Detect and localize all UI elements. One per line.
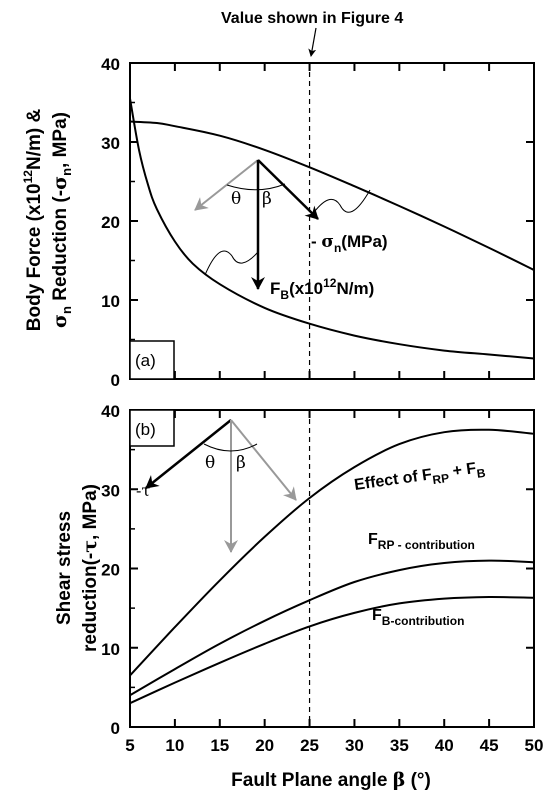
- panel-a-ylabel-sigma2: σ: [49, 176, 71, 190]
- x-axis-label-text: Fault Plane angle: [231, 770, 393, 791]
- panel-b-fb-main: F: [372, 607, 382, 624]
- top-annotation: Value shown in Figure 4: [221, 10, 403, 27]
- panel-b-total-sub1: RP: [432, 471, 450, 487]
- panel-b-label-box: [129, 409, 175, 447]
- panel-a-sigma-sub: n: [334, 241, 341, 255]
- panel-a-ylabel-sigma: σ: [49, 314, 71, 328]
- panel-a-sigma-label: - σn(MPa): [311, 232, 388, 255]
- panel-a-series-sigma_n: [129, 120, 535, 271]
- panel-b-series-F_B: [129, 595, 535, 705]
- panel-a-ytick-label-0: 0: [111, 371, 120, 390]
- panel-a-sigma-unit: (MPa): [341, 232, 387, 251]
- panel-b-series-F_RP: [129, 559, 535, 697]
- top-annotation-arrow: [308, 27, 317, 57]
- panel-b-total-prefix: Effect of F: [353, 466, 433, 494]
- panel-b-ylabel-end: , MPa): [80, 484, 101, 540]
- panel-a-beta: β: [262, 189, 272, 209]
- svg-text:Body Force (x1012N/m) &: Body Force (x1012N/m) &: [21, 109, 45, 332]
- panel-a-ylabel-l1a: Body Force (x10: [24, 183, 45, 331]
- panel-a-frame: [129, 62, 535, 380]
- panel-b-total-label: Effect of FRP + FB: [353, 459, 487, 498]
- panel-b-ylabel-l2: reduction(-: [80, 553, 101, 652]
- panel-b-xtick-label-2: 15: [210, 736, 229, 755]
- svg-text:reduction(-τ, MPa): reduction(-τ, MPa): [79, 484, 101, 652]
- svg-text:σn Reduction (-σn, MPa): σn Reduction (-σn, MPa): [49, 112, 74, 328]
- panel-b-force-diagram: [145, 419, 297, 553]
- panel-a-plot: 0 10 20 30 40: [101, 55, 535, 390]
- panel-b-ytick-label-3: 30: [101, 481, 120, 500]
- panel-a-ytick-label-1: 10: [101, 292, 120, 311]
- panel-b-xtick-label-8: 45: [480, 736, 499, 755]
- panel-b-label: (b): [135, 420, 156, 439]
- panel-b-xtick-label-6: 35: [390, 736, 409, 755]
- panel-b-xtick-label-5: 30: [345, 736, 364, 755]
- panel-b-tau-label: -τ: [136, 481, 150, 500]
- panel-a-fb-end: N/m): [336, 279, 374, 298]
- panel-a-ylabel: Body Force (x1012N/m) & σn Reduction (-σ…: [21, 109, 74, 332]
- panel-b-ytick-label-0: 0: [111, 719, 120, 738]
- panel-b-frp-sub: RP - contribution: [378, 538, 475, 552]
- panel-b-xtick-label-9: 50: [525, 736, 544, 755]
- panel-b-total-mid: + F: [447, 460, 477, 481]
- panel-a-label: (a): [135, 351, 156, 370]
- panel-b-plot: 0 10 20 30 40 5 10 15 20 25 30 35 40 45 50: [101, 402, 543, 755]
- x-axis-label: Fault Plane angle β (°): [231, 769, 431, 791]
- panel-b-ylabel-l1: Shear stress: [54, 511, 75, 625]
- x-axis-label-beta: β: [393, 769, 406, 791]
- panel-a-ytick-label-3: 30: [101, 134, 120, 153]
- panel-a-ylabel-sub2: n: [59, 168, 74, 176]
- panel-a-fb-main: F: [270, 279, 280, 298]
- panel-a-ytick-label-4: 40: [101, 55, 120, 74]
- panel-b-xtick-label-7: 40: [435, 736, 454, 755]
- panel-a-theta: θ: [231, 189, 241, 209]
- panel-a-sigma-prefix: -: [311, 232, 321, 251]
- panel-b-xtick-label-1: 10: [165, 736, 184, 755]
- panel-a-fb-label: FB(x1012N/m): [270, 276, 374, 302]
- panel-b-total-sub2: B: [476, 466, 487, 481]
- panel-a-ylabel-l1-sup: 12: [21, 170, 35, 184]
- panel-b-frame: [129, 409, 535, 728]
- panel-a-ylabel-mid: Reduction (-: [50, 190, 71, 306]
- panel-a-fb-sub: B: [280, 288, 289, 302]
- x-axis-label-unit: (°): [405, 770, 431, 791]
- panel-a-label-box: [129, 340, 175, 380]
- panel-b-xtick-label-0: 5: [125, 736, 134, 755]
- panel-b-ylabel: Shear stress reduction(-τ, MPa): [54, 484, 101, 652]
- panel-b-ytick-label-4: 40: [101, 402, 120, 421]
- panel-b-ytick-label-2: 20: [101, 561, 120, 580]
- panel-a-ylabel-end: , MPa): [50, 112, 71, 168]
- panel-a-fb-unit: (x10: [289, 279, 323, 298]
- panel-b-theta: θ: [205, 453, 215, 473]
- panel-b-ytick-label-1: 10: [101, 640, 120, 659]
- panel-a-ylabel-l1b: N/m) &: [24, 109, 45, 171]
- panel-a-series-F_B: [129, 98, 535, 360]
- panel-b-fb-label: FB-contribution: [372, 607, 464, 628]
- panel-b-xtick-label-4: 25: [300, 736, 319, 755]
- panel-b-frp-main: F: [368, 531, 378, 548]
- panel-b-frp-label: FRP - contribution: [368, 531, 475, 552]
- panel-b-series-total: [129, 428, 535, 677]
- panel-b-ylabel-tau: τ: [79, 540, 101, 553]
- panel-a-ylabel-sub: n: [59, 306, 74, 314]
- panel-b-beta: β: [236, 453, 246, 473]
- panel-a-sigma-symbol: σ: [321, 232, 334, 252]
- panel-a-fb-sup: 12: [323, 276, 337, 290]
- panel-b-xtick-label-3: 20: [255, 736, 274, 755]
- panel-a-ytick-label-2: 20: [101, 213, 120, 232]
- panel-a-force-diagram: [194, 159, 371, 290]
- panel-b-fb-sub: B-contribution: [382, 614, 465, 628]
